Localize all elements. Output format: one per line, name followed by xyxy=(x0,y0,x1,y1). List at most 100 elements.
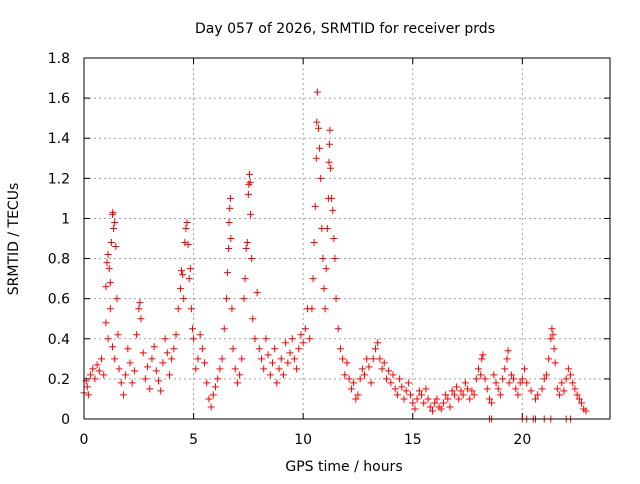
data-point xyxy=(341,371,348,378)
data-point xyxy=(295,345,302,352)
data-point xyxy=(411,405,418,412)
data-point xyxy=(453,383,460,390)
data-point xyxy=(473,375,480,382)
data-point xyxy=(403,387,410,394)
data-point xyxy=(320,285,327,292)
data-point xyxy=(466,395,473,402)
x-tick-label: 5 xyxy=(189,432,198,448)
data-point xyxy=(316,145,323,152)
data-point xyxy=(315,125,322,132)
data-point xyxy=(242,275,249,282)
data-point xyxy=(398,383,405,390)
data-point xyxy=(328,195,335,202)
data-point xyxy=(249,315,256,322)
data-point xyxy=(98,355,105,362)
data-point xyxy=(116,365,123,372)
data-point xyxy=(208,403,215,410)
data-point xyxy=(105,335,112,342)
data-point xyxy=(567,371,574,378)
data-point xyxy=(254,289,261,296)
data-point xyxy=(170,345,177,352)
data-point xyxy=(256,345,263,352)
data-point xyxy=(317,175,324,182)
data-point xyxy=(313,119,320,126)
data-point xyxy=(329,207,336,214)
data-point xyxy=(495,385,502,392)
data-point xyxy=(372,345,379,352)
data-point xyxy=(414,395,421,402)
chart-title: Day 057 of 2026, SRMTID for receiver prd… xyxy=(195,21,495,37)
data-point xyxy=(289,335,296,342)
data-point xyxy=(135,305,142,312)
data-point xyxy=(565,365,572,372)
data-point xyxy=(319,255,326,262)
data-point xyxy=(376,355,383,362)
data-point xyxy=(512,385,519,392)
data-point xyxy=(479,351,486,358)
data-point xyxy=(484,385,491,392)
data-point xyxy=(131,367,138,374)
data-point xyxy=(247,211,254,218)
data-point xyxy=(91,375,98,382)
data-point xyxy=(124,345,131,352)
data-point xyxy=(407,391,414,398)
data-point xyxy=(348,385,355,392)
data-point xyxy=(205,395,212,402)
data-point xyxy=(381,359,388,366)
data-point xyxy=(420,399,427,406)
data-point xyxy=(302,325,309,332)
data-point xyxy=(490,371,497,378)
data-point xyxy=(312,203,319,210)
data-point xyxy=(180,295,187,302)
data-point xyxy=(151,343,158,350)
data-point xyxy=(521,365,528,372)
data-point xyxy=(166,371,173,378)
data-point xyxy=(164,349,171,356)
data-point xyxy=(440,399,447,406)
data-point xyxy=(326,127,333,134)
data-point xyxy=(114,331,121,338)
data-point xyxy=(159,359,166,366)
x-axis-label: GPS time / hours xyxy=(285,459,402,475)
data-point xyxy=(306,335,313,342)
data-point xyxy=(188,305,195,312)
data-point xyxy=(251,335,258,342)
data-point xyxy=(422,385,429,392)
data-point xyxy=(203,379,210,386)
data-point xyxy=(96,367,103,374)
data-point xyxy=(297,331,304,338)
data-point xyxy=(523,379,530,386)
data-point xyxy=(199,345,206,352)
data-point xyxy=(153,367,160,374)
data-point xyxy=(409,399,416,406)
data-point xyxy=(455,395,462,402)
data-point xyxy=(214,375,221,382)
data-point xyxy=(146,385,153,392)
data-point xyxy=(108,239,115,246)
data-point xyxy=(226,205,233,212)
data-point xyxy=(497,391,504,398)
data-point xyxy=(271,345,278,352)
data-point xyxy=(225,245,232,252)
data-point xyxy=(482,375,489,382)
data-point xyxy=(267,371,274,378)
data-point xyxy=(368,379,375,386)
data-point xyxy=(313,155,320,162)
data-point xyxy=(493,379,500,386)
data-point xyxy=(107,305,114,312)
data-point xyxy=(311,239,318,246)
data-point xyxy=(477,371,484,378)
data-point xyxy=(556,391,563,398)
data-point xyxy=(140,349,147,356)
data-point xyxy=(405,379,412,386)
data-point xyxy=(137,315,144,322)
data-point xyxy=(226,219,233,226)
data-point xyxy=(192,365,199,372)
data-point xyxy=(548,325,555,332)
data-point xyxy=(280,371,287,378)
y-tick-label: 0.4 xyxy=(48,332,70,348)
data-point xyxy=(210,391,217,398)
data-point xyxy=(394,391,401,398)
data-point xyxy=(113,295,120,302)
x-tick-label: 10 xyxy=(294,432,312,448)
